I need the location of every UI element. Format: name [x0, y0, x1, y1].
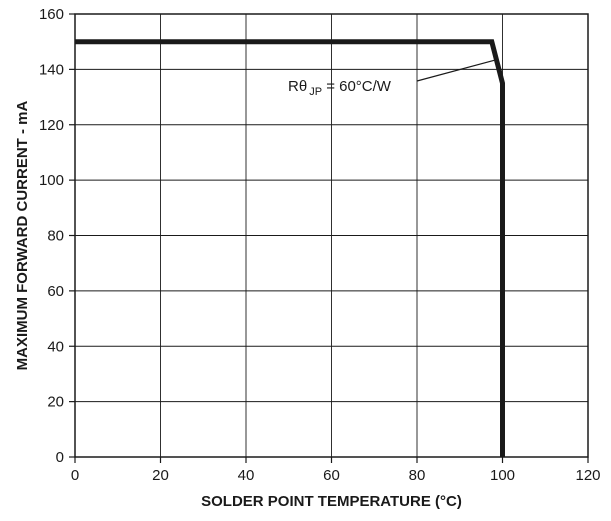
annotation-layer: Rθ JP = 60°C/W [288, 59, 497, 98]
series-layer [75, 39, 505, 457]
y-tick-label: 40 [47, 338, 64, 355]
y-axis-label: MAXIMUM FORWARD CURRENT - mA [14, 100, 31, 370]
x-tick-label: 60 [323, 467, 340, 484]
x-axis-label: SOLDER POINT TEMPERATURE (°C) [201, 493, 462, 510]
annotation-label: Rθ JP = 60°C/W [288, 78, 392, 98]
y-tick-label: 100 [39, 172, 64, 189]
y-tick-label: 140 [39, 61, 64, 78]
series-line [75, 39, 505, 457]
x-tick-label: 100 [490, 467, 515, 484]
y-tick-label: 160 [39, 6, 64, 23]
x-tick-label: 20 [152, 467, 169, 484]
y-tick-label: 80 [47, 228, 64, 245]
tick-layer: 0 20 40 60 80 100 120 0 20 40 60 80 100 120 140 160 [39, 6, 601, 484]
y-tick-label: 20 [47, 394, 64, 411]
y-tick-label: 120 [39, 117, 64, 134]
x-tick-label: 120 [575, 467, 600, 484]
x-tick-label: 40 [238, 467, 255, 484]
y-tick-label: 60 [47, 283, 64, 300]
x-tick-label: 80 [409, 467, 426, 484]
y-tick-label: 0 [56, 449, 64, 466]
annotation-leader-line [416, 59, 497, 82]
x-tick-label: 0 [71, 467, 79, 484]
